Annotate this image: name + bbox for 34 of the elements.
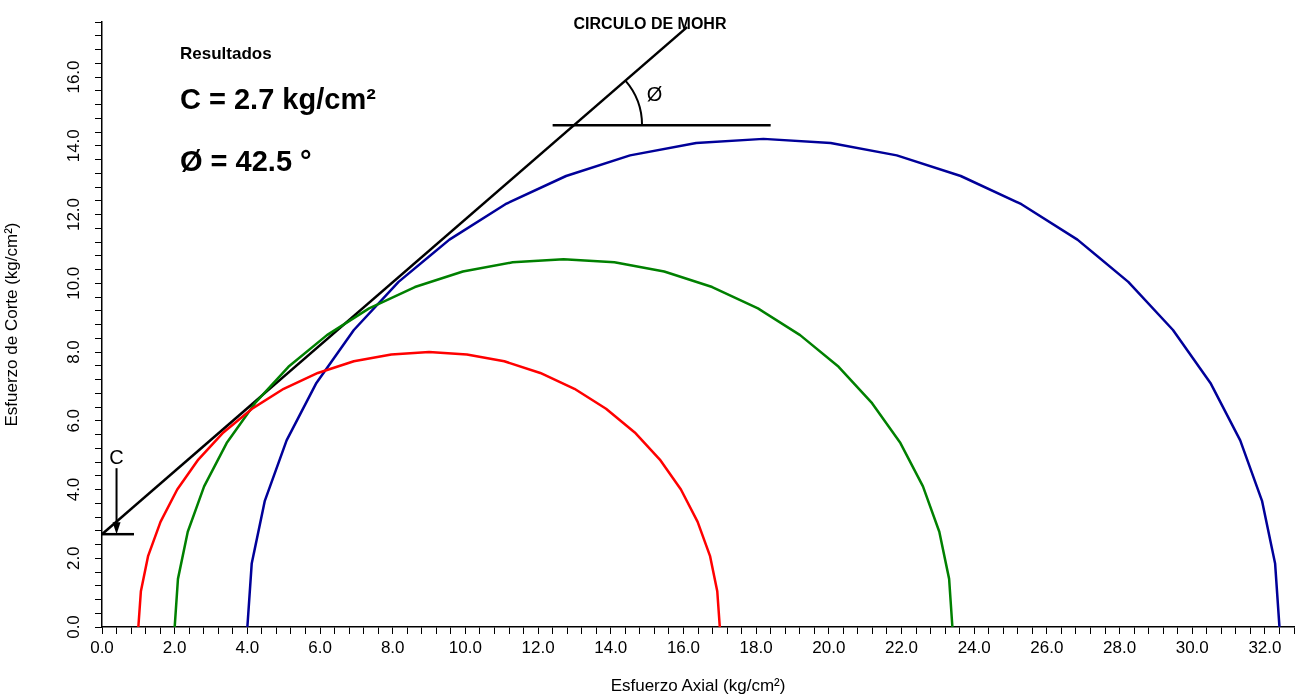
x-tick-label: 4.0 [235, 637, 260, 657]
y-tick-label: 6.0 [64, 408, 84, 433]
x-tick-label: 18.0 [739, 637, 773, 657]
x-tick-label: 28.0 [1103, 637, 1137, 657]
x-tick-label: 0.0 [90, 637, 114, 657]
x-tick-label: 10.0 [448, 637, 482, 657]
y-tick-label: 2.0 [64, 546, 84, 571]
x-tick-label: 32.0 [1248, 637, 1282, 657]
x-tick-label: 30.0 [1175, 637, 1209, 657]
annotation: Resultados [180, 43, 272, 63]
x-axis-title: Esfuerzo Axial (kg/cm²) [610, 676, 786, 696]
y-tick-label: 16.0 [64, 60, 84, 94]
x-tick-label: 2.0 [162, 637, 187, 657]
chart-title: CIRCULO DE MOHR [573, 15, 727, 33]
y-tick-label: 14.0 [64, 129, 84, 163]
x-tick-label: 16.0 [666, 637, 701, 657]
annotation: C [109, 445, 124, 468]
x-tick-label: 22.0 [884, 637, 919, 657]
x-tick-label: 12.0 [521, 637, 555, 657]
x-tick-label: 26.0 [1030, 637, 1064, 657]
y-tick-label: 10.0 [64, 266, 84, 300]
x-tick-label: 14.0 [594, 637, 628, 657]
y-tick-label: 4.0 [64, 477, 84, 502]
x-tick-label: 24.0 [957, 637, 991, 657]
y-tick-label: 8.0 [64, 340, 84, 364]
y-tick-label: 12.0 [64, 197, 84, 232]
y-axis-title: Esfuerzo de Corte (kg/cm²) [1, 222, 21, 427]
annotation: Ø [646, 82, 663, 105]
x-tick-label: 8.0 [380, 637, 405, 657]
x-tick-label: 6.0 [308, 637, 332, 657]
x-tick-label: 20.0 [812, 637, 846, 657]
annotation: C = 2.7 kg/cm² [180, 83, 377, 115]
y-tick-label: 0.0 [64, 615, 84, 639]
annotation: Ø = 42.5 ° [180, 145, 312, 177]
